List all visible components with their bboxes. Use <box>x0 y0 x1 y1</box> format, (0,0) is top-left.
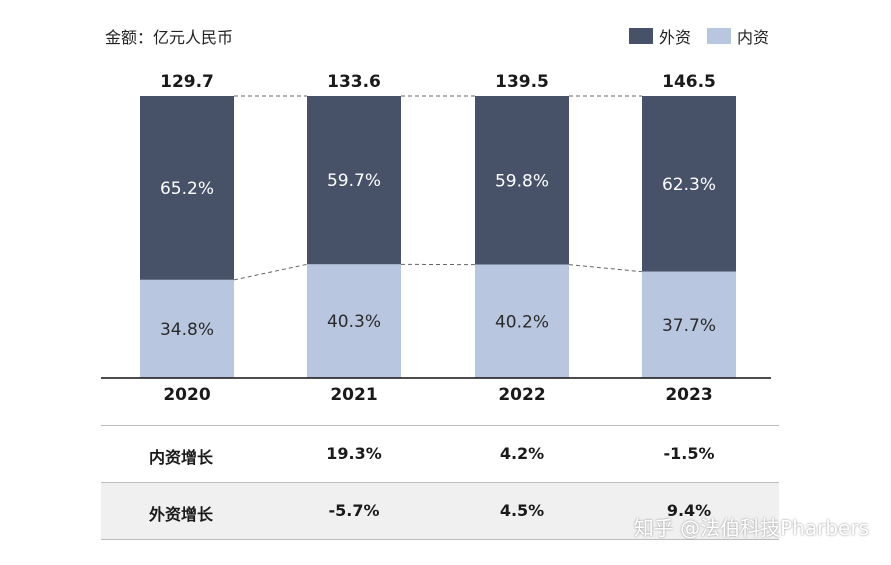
total-label: 146.5 <box>662 72 716 92</box>
data-label-domestic: 40.2% <box>495 312 549 332</box>
growth-cell: 19.3% <box>326 444 382 463</box>
growth-row-label: 内资增长 <box>149 448 214 467</box>
legend-swatch-domestic <box>706 28 731 44</box>
watermark: 知乎 @法伯科技Pharbers <box>633 516 869 540</box>
legend-item-foreign: 外资 <box>628 24 691 48</box>
x-tick-label: 2023 <box>665 385 712 405</box>
bar-segment-foreign <box>140 96 234 280</box>
legend: 外资 内资 <box>621 24 769 48</box>
total-label: 139.5 <box>495 72 549 92</box>
connector-line-split <box>568 264 643 273</box>
data-label-foreign: 59.8% <box>495 171 549 191</box>
growth-cell: 4.5% <box>499 501 545 520</box>
total-label: 129.7 <box>160 72 214 92</box>
connector-line-split <box>233 263 308 281</box>
stacked-bar-chart: 65.2% 34.8% 129.7 2020 59.7% 40.3% 133.6 2021 59… <box>101 72 771 405</box>
legend-swatch-foreign <box>628 28 653 44</box>
growth-table: 内资增长 19.3% 4.2% -1.5% 外资增长 -5.7% 4.5% 9.… <box>101 425 779 540</box>
growth-cell: 9.4% <box>666 501 712 520</box>
bar-segment-domestic <box>307 264 401 378</box>
growth-row-foreign: 外资增长 -5.7% 4.5% 9.4% <box>101 482 779 540</box>
unit-label: 金额：亿元人民币 <box>105 28 234 47</box>
legend-label-domestic: 内资 <box>736 28 769 47</box>
bar-segment-foreign <box>642 96 736 272</box>
legend-item-domestic: 内资 <box>706 24 769 48</box>
bar-segment-domestic <box>642 271 736 378</box>
growth-row-domestic: 内资增长 19.3% 4.2% -1.5% <box>101 425 779 482</box>
x-tick-label: 2021 <box>330 385 377 405</box>
bar-segment-foreign <box>475 96 569 265</box>
bar-segment-domestic <box>475 264 569 378</box>
growth-row-label: 外资增长 <box>149 505 214 524</box>
growth-cell: -5.7% <box>328 501 380 520</box>
growth-cell: -1.5% <box>663 444 715 463</box>
x-tick-label: 2020 <box>163 385 210 405</box>
bar-segment-domestic <box>140 279 234 378</box>
x-tick-label: 2022 <box>498 385 545 405</box>
total-label: 133.6 <box>327 72 381 92</box>
data-label-domestic: 37.7% <box>662 316 716 336</box>
data-label-domestic: 40.3% <box>327 312 381 332</box>
data-label-foreign: 65.2% <box>160 179 214 199</box>
data-label-foreign: 62.3% <box>662 175 716 195</box>
data-label-domestic: 34.8% <box>160 320 214 340</box>
growth-cell: 4.2% <box>499 444 545 463</box>
legend-label-foreign: 外资 <box>658 28 691 47</box>
bar-segment-foreign <box>307 96 401 265</box>
data-label-foreign: 59.7% <box>327 171 381 191</box>
